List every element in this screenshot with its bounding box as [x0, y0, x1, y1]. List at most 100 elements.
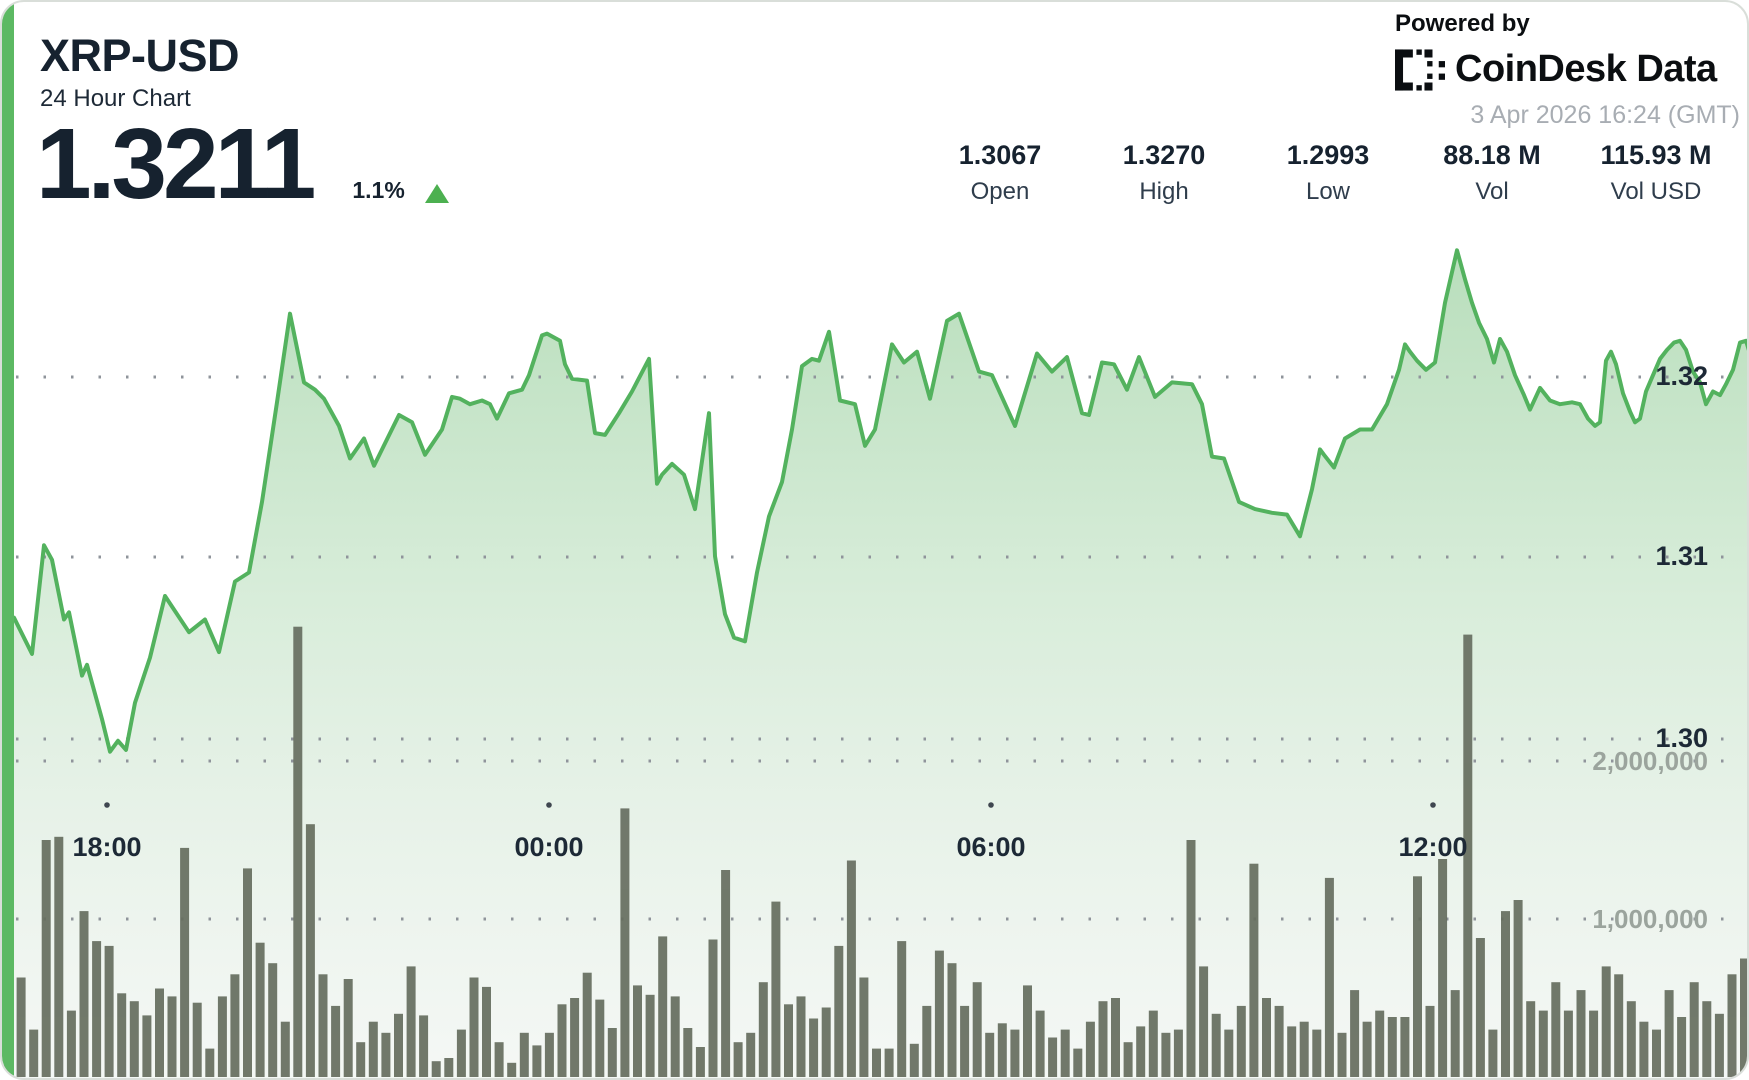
- volume-bar: [243, 868, 252, 1077]
- volume-bar: [645, 994, 655, 1077]
- volume-bar: [897, 941, 907, 1077]
- volume-bar: [167, 996, 177, 1077]
- volume-bar: [356, 1042, 366, 1077]
- volume-bar: [557, 1004, 567, 1077]
- volume-bar: [1538, 1010, 1548, 1077]
- volume-bar: [1400, 1017, 1410, 1077]
- volume-bar: [104, 945, 114, 1077]
- volume-bar: [909, 1043, 919, 1077]
- volume-bar: [582, 972, 592, 1077]
- volume-bar: [544, 1032, 554, 1077]
- volume-bar: [1312, 1029, 1322, 1077]
- volume-bar: [92, 941, 102, 1077]
- stat-high: 1.3270 High: [1082, 140, 1246, 205]
- volume-bar: [1123, 1042, 1133, 1077]
- volume-bar: [507, 1062, 517, 1077]
- price-line: [12, 248, 1747, 754]
- volume-bar: [268, 963, 278, 1077]
- volume-bar: [1463, 634, 1473, 1077]
- stat-low: 1.2993 Low: [1246, 140, 1410, 205]
- volume-bar: [1010, 1029, 1020, 1077]
- ohlc-stats-row: 1.3067 Open 1.3270 High 1.2993 Low 88.18…: [918, 140, 1738, 205]
- volume-bar: [1173, 1029, 1183, 1077]
- volume-bar: [1060, 1029, 1070, 1077]
- high-value: 1.3270: [1122, 140, 1206, 170]
- volume-bar: [570, 998, 580, 1077]
- volume-axis-label: 2,000,000: [1592, 746, 1708, 776]
- volume-bar: [532, 1045, 542, 1077]
- volume-bar: [406, 966, 416, 1077]
- volume-bar: [1224, 1029, 1234, 1077]
- up-triangle-icon: [424, 184, 449, 203]
- chart-subtitle: 24 Hour Chart: [40, 85, 191, 113]
- current-price: 1.3211: [36, 108, 316, 220]
- volume-bar: [1677, 1017, 1687, 1077]
- volume-bar: [205, 1048, 215, 1077]
- left-accent-bar: [2, 2, 14, 1078]
- volume-bar: [280, 1021, 290, 1077]
- volume-bar: [1425, 1005, 1435, 1077]
- volume-bar: [117, 993, 127, 1077]
- volume-bar: [230, 974, 240, 1077]
- volume-bar: [1501, 911, 1510, 1077]
- volume-bar: [494, 1042, 504, 1077]
- time-tick-dot: [988, 802, 994, 808]
- stat-vol: 88.18 M Vol: [1410, 140, 1574, 205]
- volume-bar: [1387, 1017, 1397, 1077]
- volume-bar: [1438, 859, 1448, 1077]
- coindesk-data-logo[interactable]: CoinDesk Data: [1395, 48, 1740, 91]
- volume-bar: [1475, 938, 1485, 1077]
- volume-bar: [1702, 1001, 1712, 1077]
- volume-axis-label: 1,000,000: [1592, 904, 1708, 934]
- open-value: 1.3067: [958, 140, 1042, 170]
- volume-bar: [809, 1018, 819, 1077]
- volume-bar: [331, 1005, 341, 1077]
- volume-bar: [431, 1061, 441, 1077]
- volume-bar: [872, 1048, 881, 1077]
- volume-bar: [1274, 1005, 1284, 1077]
- volume-bar: [960, 1005, 970, 1077]
- volume-bar: [1023, 985, 1032, 1077]
- time-axis-label: 06:00: [956, 832, 1026, 862]
- vol-usd-label: Vol USD: [1610, 178, 1702, 205]
- price-area: [14, 250, 1747, 1078]
- volume-bar: [1136, 1026, 1146, 1077]
- volume-bar: [620, 808, 630, 1077]
- volume-bar: [1727, 974, 1737, 1077]
- volume-bar: [419, 1015, 429, 1077]
- volume-bar: [784, 1004, 793, 1077]
- volume-bar: [519, 1032, 529, 1077]
- volume-bar: [1375, 1010, 1385, 1077]
- volume-bar: [456, 1029, 466, 1077]
- volume-bar: [29, 1029, 39, 1077]
- powered-by-label: Powered by: [1395, 10, 1530, 37]
- volume-bar: [217, 996, 227, 1077]
- volume-bar: [1337, 1032, 1347, 1077]
- volume-bar: [1413, 876, 1422, 1077]
- volume-bar: [746, 1032, 756, 1077]
- change-percent: 1.1%: [352, 177, 405, 203]
- volume-bar: [708, 939, 718, 1077]
- volume-bar: [1450, 990, 1460, 1077]
- stat-open: 1.3067 Open: [918, 140, 1082, 205]
- time-tick-dot: [104, 802, 110, 808]
- volume-bar: [293, 626, 303, 1077]
- volume-bar: [1664, 990, 1674, 1077]
- volume-bar: [79, 911, 89, 1077]
- volume-bar: [394, 1013, 403, 1077]
- stat-vol-usd: 115.93 M Vol USD: [1574, 140, 1738, 205]
- volume-bar: [1689, 982, 1699, 1077]
- volume-bar: [180, 847, 190, 1077]
- volume-bar: [1714, 1013, 1724, 1077]
- volume-bar: [1652, 1029, 1661, 1077]
- volume-bar: [1098, 1001, 1108, 1077]
- volume-bar: [469, 977, 479, 1077]
- volume-bar: [1639, 1021, 1649, 1077]
- volume-bar: [1148, 1010, 1158, 1077]
- volume-bar: [66, 1010, 76, 1077]
- low-label: Low: [1305, 178, 1351, 205]
- volume-bar: [381, 1032, 391, 1077]
- volume-bar: [368, 1021, 378, 1077]
